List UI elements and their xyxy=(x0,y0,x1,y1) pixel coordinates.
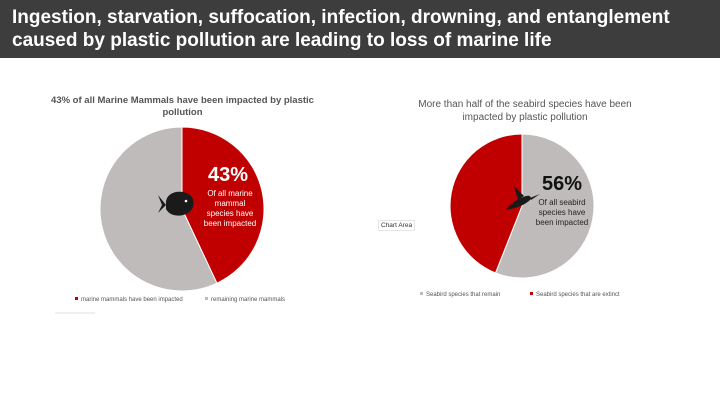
annotation-line: species have xyxy=(207,209,254,218)
hummingbird-icon xyxy=(506,186,540,210)
bird-body xyxy=(506,195,531,210)
whale-eye xyxy=(184,199,188,203)
whale-tail xyxy=(158,195,166,213)
left-chart-title: 43% of all Marine Mammals have been impa… xyxy=(51,95,314,118)
annotation-line: mammal xyxy=(215,199,246,208)
legend-swatch xyxy=(420,292,423,295)
annotation-line: Of all seabird xyxy=(538,198,585,207)
bird-beak xyxy=(530,194,540,200)
legend-label: Seabird species that remain xyxy=(426,292,500,298)
right-chart-title: More than half of the seabird species ha… xyxy=(418,99,632,123)
slide-title: Ingestion, starvation, suffocation, infe… xyxy=(12,7,670,51)
pie-slice-0 xyxy=(181,126,265,284)
legend-swatch xyxy=(75,297,78,300)
annotation-line: been impacted xyxy=(536,218,588,227)
annotation-line: been impacted xyxy=(204,219,256,228)
legend-label: Seabird species that are extinct xyxy=(536,292,620,298)
chart-area-tooltip: Chart Area xyxy=(378,220,416,231)
annotation-line: species have xyxy=(539,208,586,217)
pie-slice-1 xyxy=(449,133,523,274)
pie-slice-0 xyxy=(494,133,595,279)
pie-slice-1 xyxy=(99,126,218,292)
header-band xyxy=(0,0,720,58)
whale-icon xyxy=(158,191,194,216)
annotation-line: Of all marine xyxy=(207,189,253,198)
legend-label: marine mammals have been impacted xyxy=(81,297,183,303)
legend-swatch xyxy=(530,292,533,295)
legend-label: remaining marine mammals xyxy=(211,297,285,303)
legend-swatch xyxy=(205,297,208,300)
annotation-percent: 56% xyxy=(542,173,582,195)
annotation-percent: 43% xyxy=(208,164,248,186)
whale-body xyxy=(166,191,194,216)
bird-wing xyxy=(514,186,524,200)
